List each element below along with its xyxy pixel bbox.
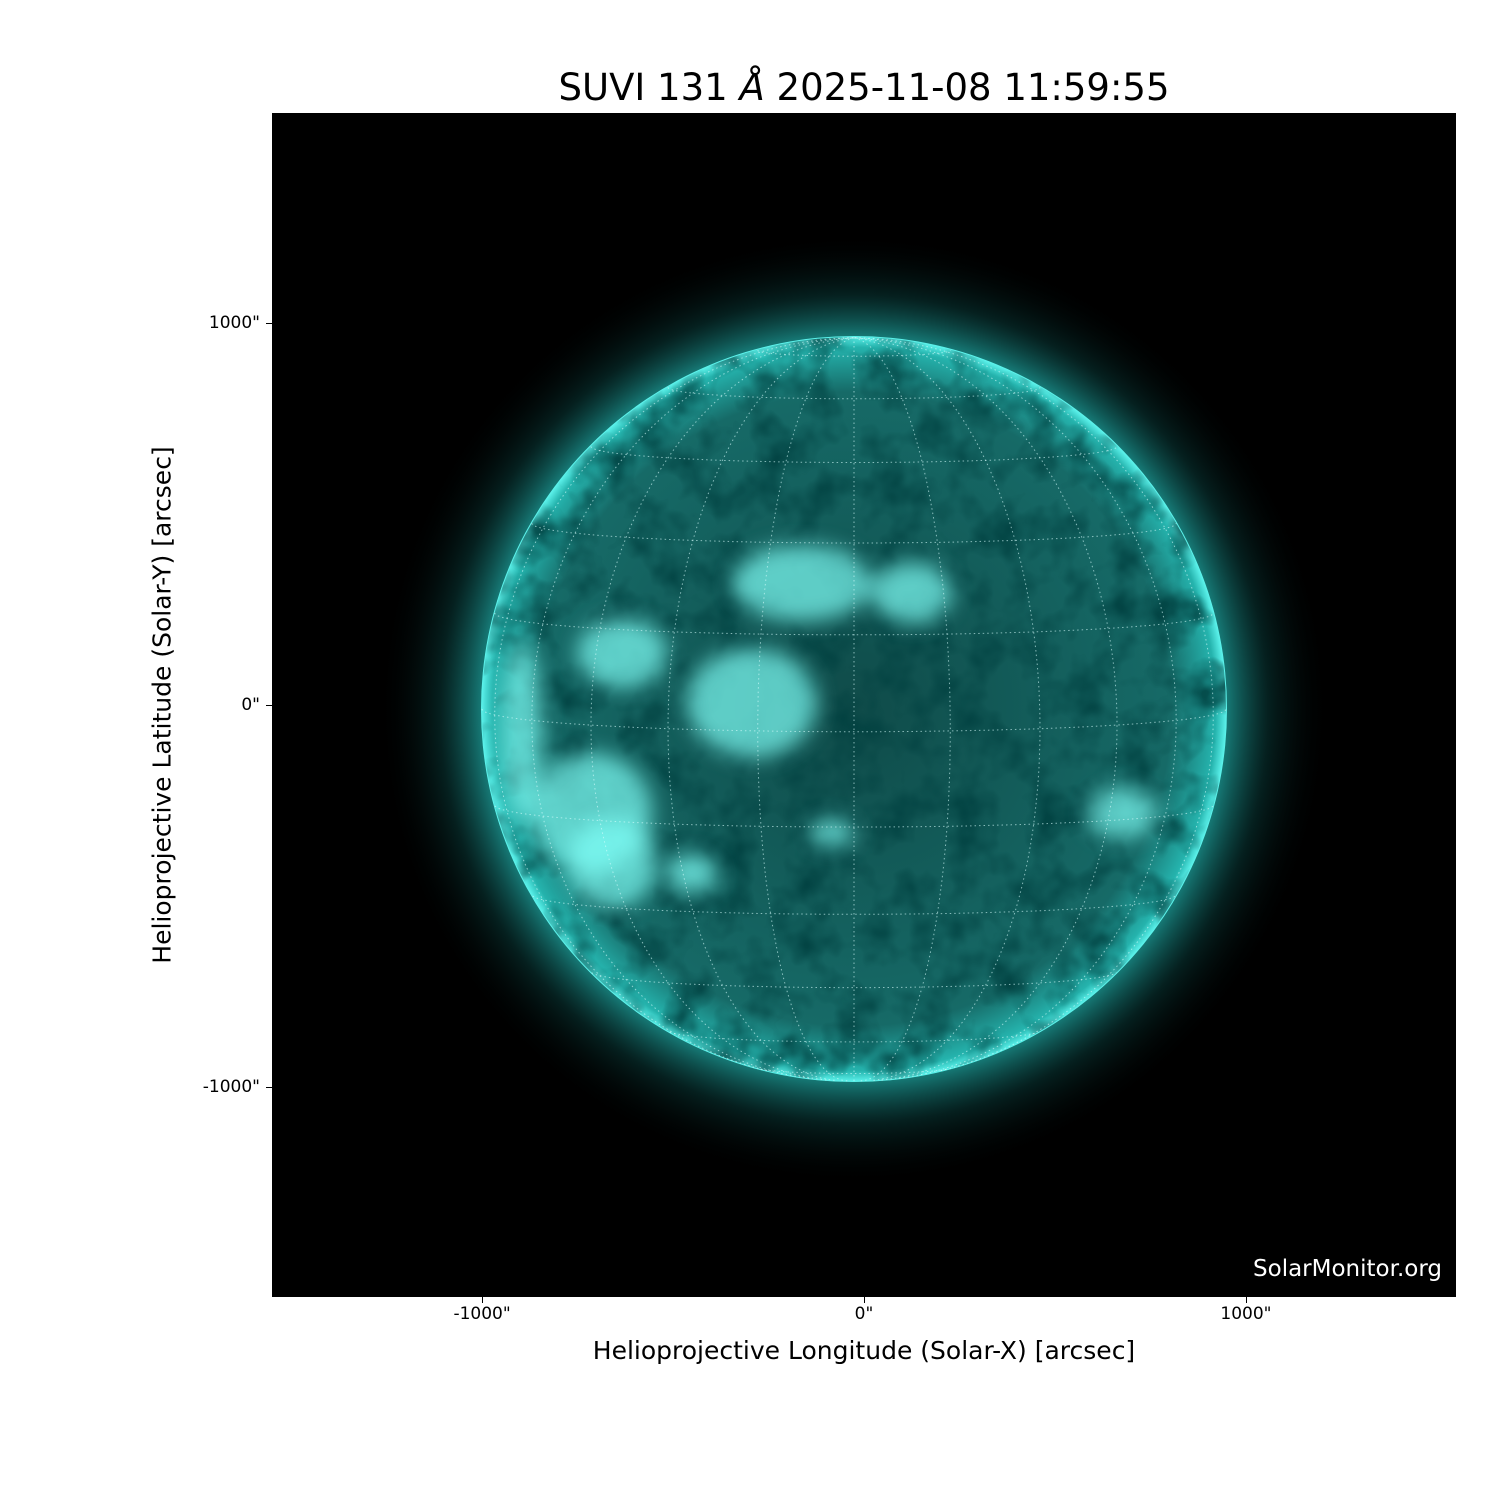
x-tick-mark: [482, 1297, 484, 1303]
y-tick-mark: [266, 323, 272, 325]
y-tick-label: 0": [241, 695, 260, 715]
sun-image: [294, 149, 1414, 1269]
active-region: [577, 618, 667, 688]
active-region: [732, 545, 872, 621]
plot-area: [272, 113, 1456, 1297]
latitude-line: [757, 350, 951, 357]
latitude-line: [532, 895, 1176, 915]
x-tick-mark: [1245, 1297, 1247, 1303]
heliographic-grid: [481, 337, 1227, 1082]
longitude-line: [667, 337, 855, 1081]
latitude-line: [669, 1031, 1039, 1043]
latitude-line: [481, 708, 1227, 733]
x-tick-label: 0": [854, 1304, 874, 1324]
longitude-line: [531, 337, 855, 1079]
y-axis-label: Helioprojective Latitude (Solar-Y) [arcs…: [147, 446, 177, 964]
watermark: SolarMonitor.org: [1253, 1256, 1442, 1282]
latitude-line: [590, 446, 1118, 463]
chart-title: SUVI 131 Å 2025-11-08 11:59:55: [558, 66, 1170, 109]
x-tick-mark: [864, 1297, 865, 1303]
x-axis-label: Helioprojective Longitude (Solar-X) [arc…: [592, 1336, 1136, 1365]
active-region: [502, 643, 542, 823]
active-region: [872, 563, 952, 623]
longitude-line: [853, 337, 1041, 1081]
longitude-line: [853, 337, 1177, 1079]
active-region: [567, 818, 657, 908]
active-region: [687, 648, 817, 758]
y-tick-label: -1000": [202, 1076, 260, 1097]
active-region: [667, 853, 717, 893]
y-tick-label: 1000": [208, 313, 260, 334]
active-region: [1087, 788, 1157, 838]
longitude-line: [757, 337, 855, 1082]
latitude-line: [494, 805, 1214, 828]
y-tick-mark: [266, 705, 272, 706]
latitude-line: [494, 612, 1214, 636]
latitude-line: [531, 523, 1177, 544]
y-tick-mark: [266, 1086, 272, 1088]
x-tick-label: 1000": [1220, 1304, 1272, 1324]
dark-mottling: [482, 337, 1226, 1081]
latitude-line: [760, 1068, 948, 1074]
x-tick-label: -1000": [453, 1304, 511, 1324]
active-region: [810, 819, 854, 847]
latitude-line: [591, 972, 1117, 989]
longitude-line: [853, 337, 951, 1082]
